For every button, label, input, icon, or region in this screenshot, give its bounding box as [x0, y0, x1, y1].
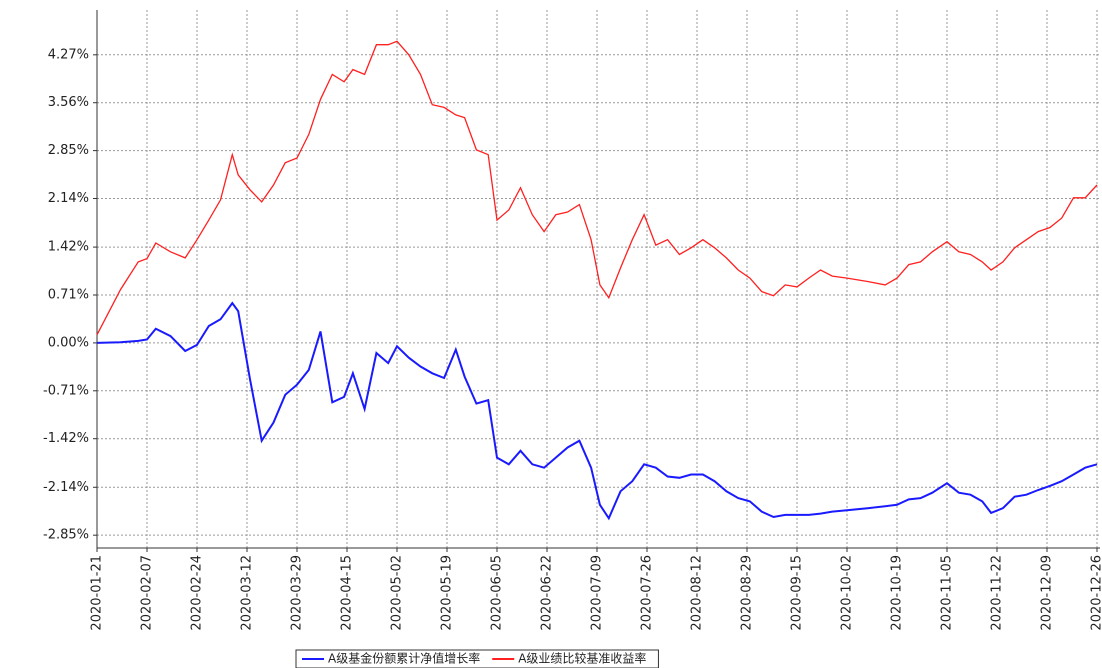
y-tick-label: -1.42%: [43, 431, 89, 446]
x-tick-label: 2020-05-19: [440, 555, 455, 631]
x-tick-label: 2020-03-29: [290, 555, 305, 631]
legend-label: A级业绩比较基准收益率: [518, 651, 646, 666]
y-tick-label: 0.00%: [48, 335, 89, 350]
y-tick-label: 3.56%: [48, 95, 89, 110]
x-tick-label: 2020-05-02: [390, 555, 405, 631]
x-tick-label: 2020-12-26: [1090, 555, 1102, 631]
x-tick-label: 2020-10-02: [840, 555, 855, 631]
x-tick-label: 2020-04-15: [340, 555, 355, 631]
x-tick-label: 2020-02-24: [190, 555, 205, 631]
x-tick-label: 2020-11-22: [990, 555, 1005, 631]
x-tick-label: 2020-12-09: [1040, 555, 1055, 631]
y-tick-label: 4.27%: [48, 47, 89, 62]
legend: A级基金份额累计净值增长率 A级业绩比较基准收益率: [295, 649, 659, 668]
x-tick-label: 2020-06-22: [540, 555, 555, 631]
x-tick-label: 2020-11-05: [940, 555, 955, 631]
y-tick-label: 2.14%: [48, 191, 89, 206]
x-tick-label: 2020-07-09: [590, 555, 605, 631]
legend-box: [295, 649, 659, 668]
x-tick-label: 2020-01-21: [90, 555, 105, 631]
y-tick-label: 2.85%: [48, 143, 89, 158]
x-tick-label: 2020-06-05: [490, 555, 505, 631]
x-tick-label: 2020-10-19: [890, 555, 905, 631]
y-tick-label: 0.71%: [48, 287, 89, 302]
x-tick-label: 2020-09-15: [790, 555, 805, 631]
y-tick-label: -2.85%: [43, 528, 89, 543]
legend-label: A级基金份额累计净值增长率: [328, 651, 480, 666]
y-tick-label: 1.42%: [48, 240, 89, 255]
x-tick-label: 2020-08-12: [690, 555, 705, 631]
x-tick-label: 2020-03-12: [240, 555, 255, 631]
y-tick-label: -2.14%: [43, 480, 89, 495]
series-line: [96, 301, 1098, 521]
x-tick-label: 2020-08-29: [740, 555, 755, 631]
x-tick-label: 2020-02-07: [140, 555, 155, 631]
y-tick-label: -0.71%: [43, 383, 89, 398]
x-tick-label: 2020-07-26: [640, 555, 655, 631]
series-line: [96, 40, 1098, 336]
